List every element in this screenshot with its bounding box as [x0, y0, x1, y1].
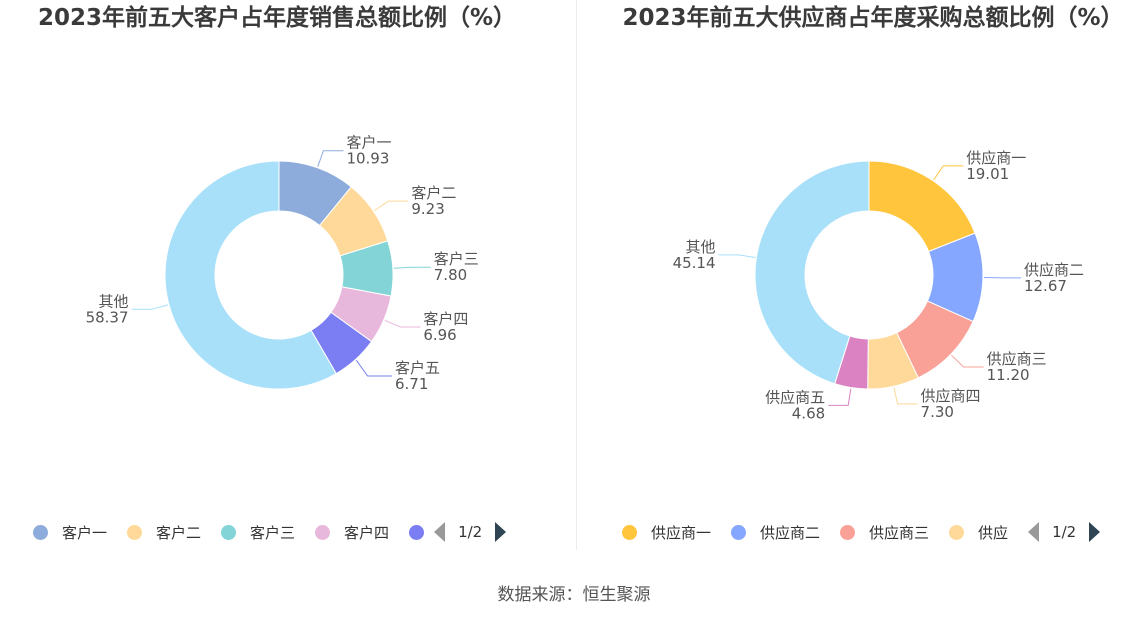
legend-marker	[127, 524, 143, 540]
label-name: 供应商二	[1024, 261, 1084, 279]
label-line-供应商一	[933, 165, 964, 181]
legend-page-indicator: 1/2	[458, 523, 483, 541]
label-name: 客户一	[346, 134, 391, 152]
label-name: 供应商三	[987, 350, 1047, 368]
legend-marker	[409, 524, 425, 540]
prev-page-icon[interactable]	[1028, 522, 1040, 542]
label-name: 其他	[686, 238, 716, 256]
legend-item[interactable]: 供应商二	[731, 522, 820, 543]
next-page-icon[interactable]	[495, 522, 507, 542]
next-page-icon[interactable]	[1089, 522, 1101, 542]
label-name: 客户三	[434, 250, 479, 268]
label-name: 客户四	[423, 310, 468, 328]
label-value: 6.71	[395, 375, 428, 393]
supplier-legend: 供应商一 供应商二 供应商三 供应 1/2	[622, 519, 1101, 545]
chart-title: 2023年前五大客户占年度销售总额比例（%）	[37, 5, 517, 31]
label-line-供应商四	[893, 387, 918, 405]
legend-item[interactable]: 客户二	[127, 522, 201, 543]
legend-pager: 1/2	[1028, 522, 1101, 542]
legend-marker	[315, 524, 331, 540]
supplier-donut-chart: 供应商一19.01供应商二12.67供应商三11.20供应商四7.30供应商五4…	[673, 149, 1084, 423]
chart-title: 2023年前五大供应商占年度采购总额比例（%）	[622, 5, 1124, 31]
label-name: 客户二	[411, 184, 456, 202]
legend-marker	[622, 524, 637, 540]
legend-marker	[840, 524, 856, 540]
customer-legend: 客户一 客户二 客户三 客户四 1/2	[33, 519, 507, 545]
legend-marker	[33, 524, 48, 540]
legend-marker	[731, 524, 747, 540]
legend-item[interactable]: 供应	[949, 522, 1008, 543]
label-line-其他	[131, 304, 169, 310]
label-line-客户四	[384, 319, 421, 328]
label-value: 11.20	[987, 366, 1030, 384]
label-value: 7.30	[921, 403, 954, 421]
slice-其他[interactable]	[754, 160, 870, 385]
legend-label: 供应商一	[651, 523, 712, 542]
data-source: 数据来源：恒生聚源	[497, 585, 651, 605]
slice-供应商一[interactable]	[868, 160, 976, 253]
customer-chart-panel: 2023年前五大客户占年度销售总额比例（%） 客户一 10.93 客户二 9.23 客户…	[0, 0, 576, 560]
prev-page-icon[interactable]	[434, 522, 446, 542]
label-value: 12.67	[1024, 277, 1067, 295]
label-name: 客户五	[395, 359, 440, 377]
legend-item[interactable]	[409, 524, 425, 540]
label-name: 其他	[99, 292, 129, 310]
legend-item[interactable]: 供应商三	[840, 522, 929, 543]
label-line-供应商三	[951, 354, 984, 368]
label-line-客户三	[393, 266, 431, 269]
panel-divider	[576, 0, 577, 550]
legend-label: 客户三	[250, 523, 296, 542]
label-value: 7.80	[434, 266, 467, 284]
label-value: 19.01	[966, 165, 1009, 183]
label-value: 10.93	[346, 150, 389, 168]
label-name: 供应商五	[765, 388, 825, 406]
legend-marker	[949, 524, 965, 540]
label-name: 供应商四	[921, 387, 981, 405]
label-value: 4.68	[792, 404, 825, 422]
legend-item[interactable]: 客户四	[315, 522, 389, 543]
slice-其他[interactable]	[164, 160, 337, 390]
legend-label: 客户二	[156, 523, 202, 542]
label-line-其他	[718, 254, 756, 259]
legend-item[interactable]: 客户一	[33, 522, 107, 543]
legend-item[interactable]: 供应商一	[622, 522, 711, 543]
label-line-客户一	[317, 150, 344, 167]
label-value: 9.23	[411, 200, 444, 218]
label-name: 供应商一	[966, 149, 1026, 167]
label-value: 45.14	[673, 254, 716, 272]
legend-pager: 1/2	[434, 522, 507, 542]
label-value: 58.37	[86, 308, 129, 326]
legend-page-indicator: 1/2	[1052, 523, 1077, 541]
label-value: 6.96	[423, 326, 456, 344]
label-line-客户五	[355, 359, 392, 377]
legend-label: 客户一	[62, 523, 108, 542]
legend-item[interactable]: 客户三	[221, 522, 295, 543]
legend-label: 供应	[978, 523, 1009, 542]
label-line-供应商五	[828, 388, 852, 406]
label-line-客户二	[374, 200, 409, 212]
legend-label: 供应商三	[869, 523, 930, 542]
legend-label: 供应商二	[760, 523, 821, 542]
legend-label: 客户四	[344, 523, 390, 542]
legend-marker	[221, 524, 237, 540]
supplier-chart-panel: 2023年前五大供应商占年度采购总额比例（%） 供应商一 19.01 供应商二 12.…	[577, 0, 1148, 560]
